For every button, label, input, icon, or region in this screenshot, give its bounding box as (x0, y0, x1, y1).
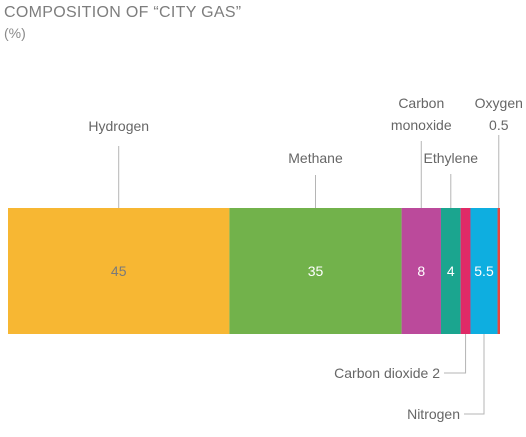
category-label-nitrogen: Nitrogen (407, 406, 460, 422)
bar-segment-oxygen (497, 208, 500, 334)
bar-segment-nitrogen (470, 208, 498, 334)
bar-segment-ethylene (440, 208, 461, 334)
category-label-ethylene: Ethylene (424, 150, 479, 166)
bar-segment-carbon-dioxide (460, 208, 471, 334)
category-label-methane: Methane (288, 150, 343, 166)
leader-line-nitrogen (464, 334, 485, 415)
value-label-carbon-monoxide: 8 (417, 263, 425, 279)
bar-segment-carbon-monoxide (401, 208, 441, 334)
value-label-nitrogen: 5.5 (474, 263, 494, 279)
bar-segment-methane (229, 208, 402, 334)
value-label-methane: 35 (308, 263, 324, 279)
category-label-carbon-dioxide: Carbon dioxide 2 (334, 365, 440, 381)
category-label-oxygen: Oxygen (475, 95, 523, 111)
chart-title: COMPOSITION OF “CITY GAS” (4, 4, 242, 21)
leader-line-carbon-dioxide (444, 334, 467, 374)
category-label-oxygen-1: 0.5 (489, 117, 509, 133)
category-label-carbon-monoxide-1: monoxide (391, 117, 452, 133)
bar-segment-hydrogen (8, 208, 230, 334)
value-label-ethylene: 4 (447, 263, 455, 279)
category-label-carbon-monoxide: Carbon (398, 95, 444, 111)
category-label-hydrogen: Hydrogen (88, 118, 149, 134)
value-label-hydrogen: 45 (111, 263, 127, 279)
chart-unit: (%) (4, 25, 26, 41)
